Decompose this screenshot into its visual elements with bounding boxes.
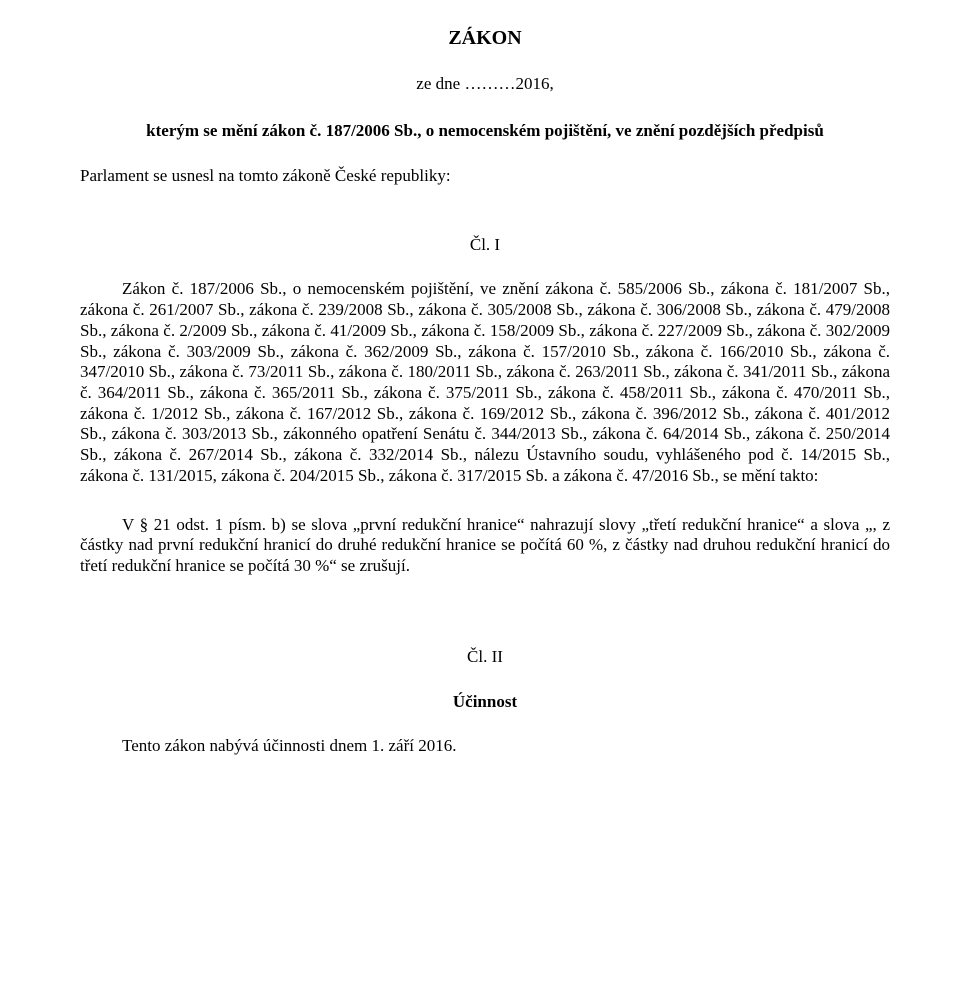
article-1-heading: Čl. I	[80, 235, 890, 256]
parliament-enactment-line: Parlament se usnesl na tomto zákoně Česk…	[80, 166, 890, 187]
article-2-heading: Čl. II	[80, 647, 890, 668]
date-dots: ………	[464, 74, 515, 93]
date-suffix: 2016,	[515, 74, 553, 93]
change-text: V § 21 odst. 1 písm. b) se slova „první …	[80, 515, 890, 575]
effectiveness-text: Tento zákon nabývá účinnosti dnem 1. zář…	[122, 736, 456, 755]
amendment-title: kterým se mění zákon č. 187/2006 Sb., o …	[80, 121, 890, 142]
document-page: ZÁKON ze dne ………2016, kterým se mění zák…	[0, 0, 960, 990]
effectiveness-heading: Účinnost	[80, 692, 890, 713]
change-paragraph: V § 21 odst. 1 písm. b) se slova „první …	[80, 515, 890, 577]
citation-text: Zákon č. 187/2006 Sb., o nemocenském poj…	[80, 279, 890, 485]
effectiveness-paragraph: Tento zákon nabývá účinnosti dnem 1. zář…	[80, 736, 890, 757]
citation-paragraph: Zákon č. 187/2006 Sb., o nemocenském poj…	[80, 279, 890, 486]
document-title: ZÁKON	[80, 26, 890, 50]
date-prefix: ze dne	[416, 74, 464, 93]
date-line: ze dne ………2016,	[80, 74, 890, 95]
